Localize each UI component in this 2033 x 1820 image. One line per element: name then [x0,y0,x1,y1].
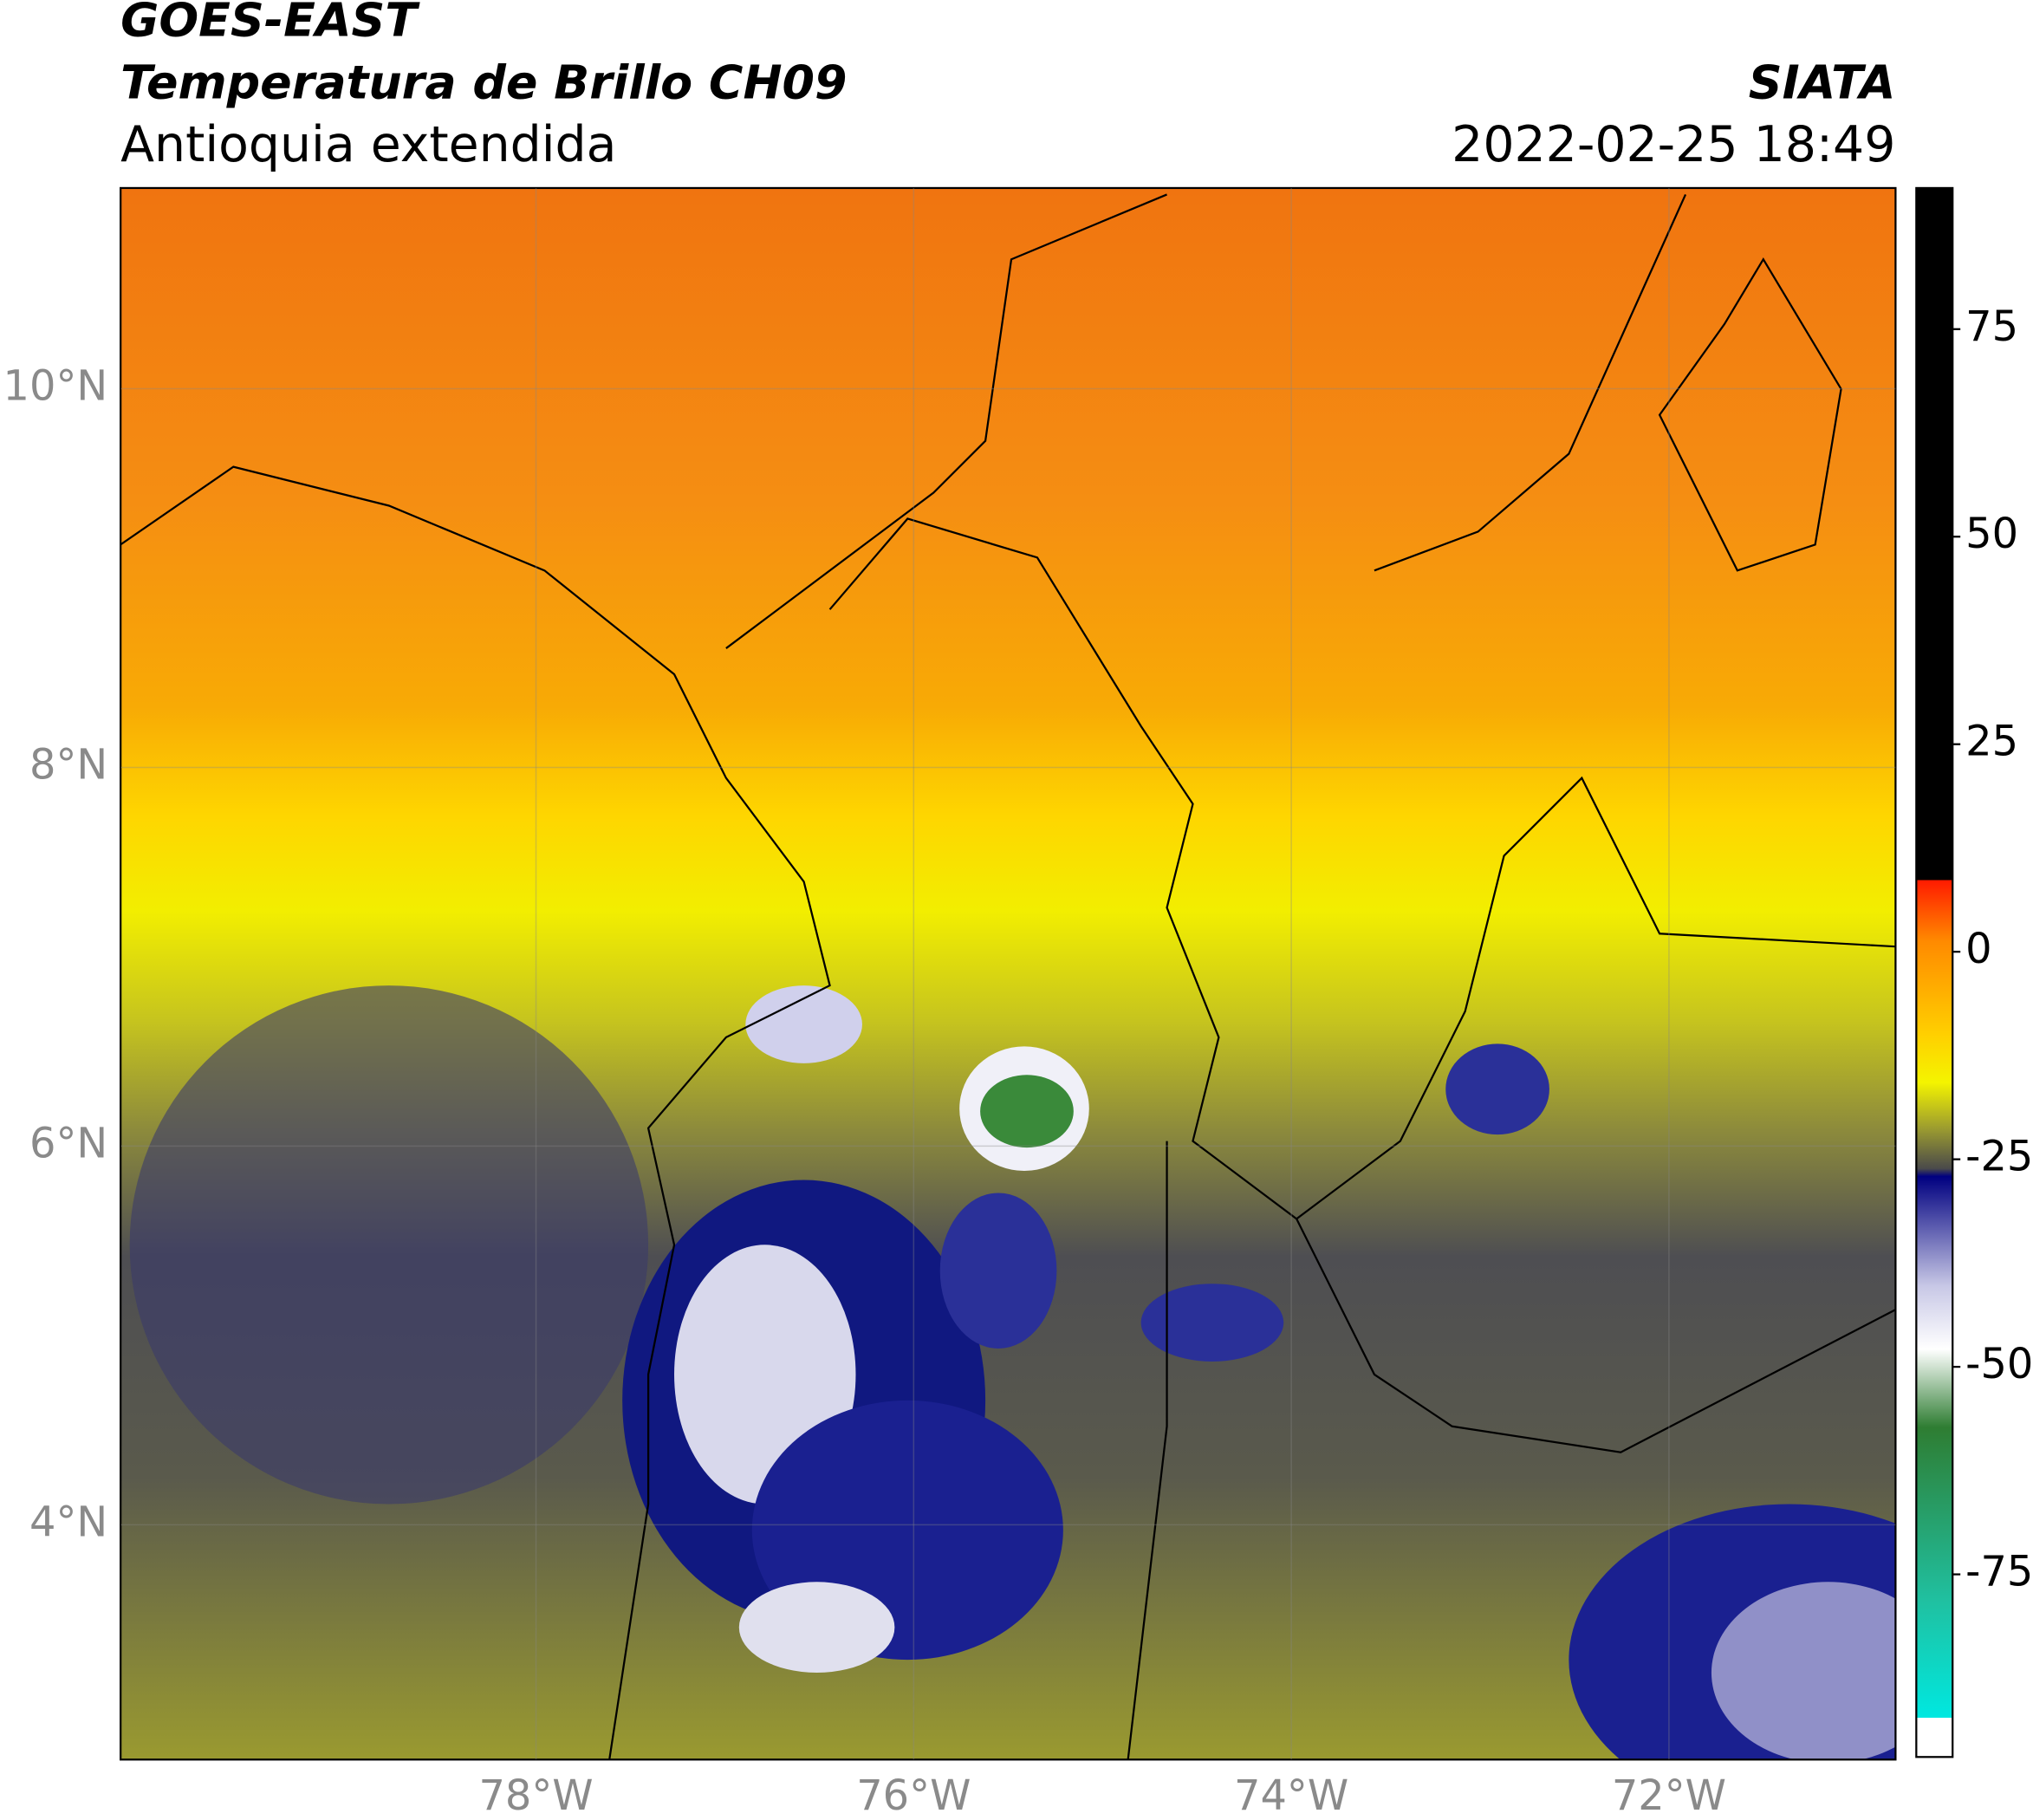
colorbar [1915,186,1954,1758]
lat-tick-label: 8°N [29,741,107,789]
border [725,193,1896,1760]
cloud [738,1582,895,1674]
map-image [120,187,1896,1760]
colorbar-tick-label: 25 [1965,718,2018,766]
cloud [1140,1284,1284,1362]
lat-tick-label: 4°N [29,1498,107,1546]
agency: SIATA [1749,55,1896,109]
lon-tick-label: 72°W [1612,1772,1726,1820]
timestamp: 2022-02-25 18:49 [1452,116,1895,173]
cloud [129,985,649,1505]
lat-tick-label: 10°N [3,363,108,411]
colorbar-tick-label: 50 [1965,510,2018,558]
cloud [1711,1582,1896,1760]
cloud [980,1075,1074,1148]
cloud [939,1193,1057,1349]
lon-tick-label: 74°W [1234,1772,1348,1820]
satellite: GOES-EAST [120,0,420,48]
colorbar-tick-label: -75 [1965,1549,2033,1596]
map-frame [120,186,1897,1761]
colorbar-tick-label: -50 [1965,1341,2033,1388]
colorbar-tick-label: 75 [1965,303,2018,351]
cloud [1445,1043,1549,1135]
lat-tick-label: 6°N [29,1120,107,1167]
lon-tick-label: 78°W [478,1772,593,1820]
region: Antioquia extendida [120,116,616,173]
border [120,465,831,1760]
product: Temperatura de Brillo CH09 [120,55,847,109]
colorbar-tick-label: 0 [1965,926,1991,973]
lon-tick-label: 76°W [856,1772,971,1820]
cloud [745,985,862,1063]
colorbar-tick-label: -25 [1965,1134,2033,1181]
